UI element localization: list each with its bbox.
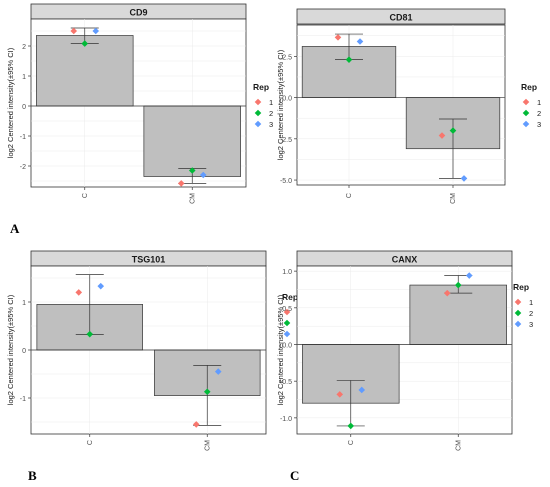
y-tick-label: -1.0	[280, 416, 292, 423]
point-cm-rep2	[188, 167, 196, 174]
point-c-rep3	[97, 282, 105, 290]
y-tick-label: 0.0	[282, 342, 292, 349]
point-cm-rep3	[465, 272, 473, 279]
y-tick-label: 0.5	[282, 306, 292, 313]
legend-key-3	[254, 120, 262, 128]
legend-key-2	[522, 109, 530, 117]
legend-key-2	[283, 319, 291, 327]
chart-panel-tsg101: TSG101 1 0 -1 log2 Centered intensity(±95% C…	[6, 250, 302, 451]
y-tick-label: -0.5	[280, 379, 292, 386]
point-cm-rep2	[449, 127, 457, 134]
legend-label-3: 3	[537, 120, 541, 129]
point-c-rep2	[347, 422, 355, 430]
legend-title: Rep	[521, 82, 537, 92]
y-tick-label: -2	[20, 164, 26, 171]
y-axis-label: log2 Centered intensity(±95% CI)	[276, 49, 285, 160]
x-tick-label-c: C	[87, 440, 94, 445]
panel-title: CD9	[129, 8, 147, 18]
panel-title: CD81	[389, 13, 412, 23]
bar-cm	[143, 105, 241, 177]
point-c-rep2	[86, 330, 94, 338]
chart-panel-canx: CANX 1.0 0.5 0.0 -0.5 -1.0 log2 Centered inten…	[276, 250, 533, 451]
legend-label-2: 2	[529, 309, 533, 318]
point-c-rep2	[81, 40, 89, 47]
legend-title: Rep	[253, 82, 269, 92]
panel-title: CANX	[392, 255, 418, 265]
legend-key-1	[514, 298, 522, 306]
y-tick-label: -1	[20, 134, 26, 141]
point-cm-rep1	[443, 289, 451, 297]
point-cm-rep1	[177, 180, 185, 187]
x-tick-label-cm: CM	[204, 440, 211, 451]
point-cm-rep2	[203, 388, 211, 396]
legend-key-3	[514, 320, 522, 328]
point-c-rep3	[92, 27, 100, 35]
legend-title: Rep	[513, 282, 529, 292]
bar-c	[302, 344, 400, 404]
y-tick-label: 0.0	[282, 96, 292, 103]
legend-label-1: 1	[537, 98, 541, 107]
legend-label-1: 1	[269, 98, 273, 107]
point-cm-rep3	[214, 368, 222, 375]
y-axis-label: log2 Centered intensity(±95% CI)	[276, 294, 285, 405]
chart-panel-cd9: CD9 2 1 0 -1 -2 log2 Centered intensity(±95% C…	[6, 3, 273, 204]
legend-key-3	[522, 120, 530, 128]
legend-key-1	[522, 98, 530, 106]
legend-key-3	[283, 330, 291, 338]
point-c-rep3	[356, 38, 364, 45]
legend-key-1	[254, 98, 262, 106]
y-axis-label: log2 Centered intensity(±95% CI)	[6, 294, 15, 405]
point-c-rep1	[336, 391, 344, 398]
point-cm-rep1	[192, 421, 200, 428]
legend-key-2	[514, 309, 522, 317]
x-tick-label-c: C	[82, 193, 89, 198]
legend-label-3: 3	[269, 120, 273, 129]
y-tick-label: 1.0	[282, 269, 292, 276]
x-tick-label-cm: CM	[455, 440, 462, 451]
point-cm-rep1	[438, 132, 446, 139]
legend-label-1: 1	[529, 298, 533, 307]
legend-label-2: 2	[537, 109, 541, 118]
panel-title: TSG101	[132, 255, 166, 265]
y-tick-label: 1	[22, 300, 26, 307]
panel-letter-c: C	[290, 468, 300, 483]
panel-letter-b: B	[28, 468, 37, 483]
bar-c	[36, 35, 134, 107]
y-tick-label: 0	[22, 348, 26, 355]
legend-label-3: 3	[529, 320, 533, 329]
point-cm-rep3	[460, 175, 468, 182]
y-tick-label: 0	[22, 104, 26, 111]
y-tick-label: -1	[20, 396, 26, 403]
chart-panel-cd81: CD81 2.5 0.0 -2.5 -5.0 log2 Centered intensit…	[276, 8, 541, 204]
y-tick-label: 2	[22, 44, 26, 51]
x-tick-label-c: C	[348, 440, 355, 445]
legend-title: Rep	[282, 292, 298, 302]
point-cm-rep2	[454, 281, 462, 289]
strip-header	[296, 8, 506, 25]
panel-letter-a: A	[10, 221, 20, 236]
y-tick-label: 1	[22, 74, 26, 81]
legend-label-2: 2	[269, 109, 273, 118]
point-c-rep3	[358, 386, 366, 394]
point-c-rep1	[70, 27, 78, 35]
point-c-rep2	[345, 56, 353, 63]
y-tick-label: -5.0	[280, 178, 292, 185]
bar-cm	[409, 284, 507, 345]
point-c-rep1	[334, 34, 342, 41]
y-axis-label: log2 Centered intensity(±95% CI)	[6, 47, 15, 158]
y-tick-label: 2.5	[282, 54, 292, 61]
y-tick-label: -2.5	[280, 137, 292, 144]
point-c-rep1	[75, 289, 83, 296]
point-cm-rep3	[199, 171, 207, 179]
legend-key-2	[254, 109, 262, 117]
x-tick-label-cm: CM	[189, 193, 196, 204]
x-tick-label-c: C	[346, 193, 353, 198]
x-tick-label-cm: CM	[450, 193, 457, 204]
legend-key-1	[283, 308, 291, 316]
